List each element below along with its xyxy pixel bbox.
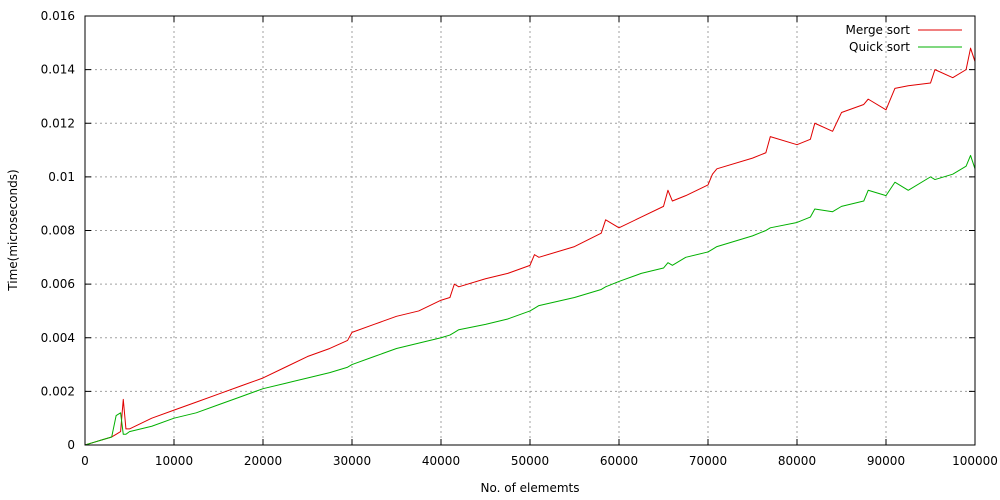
y-tick-label: 0 [67, 438, 75, 452]
x-tick-label: 10000 [155, 454, 193, 468]
legend: Merge sort Quick sort [845, 23, 962, 54]
legend-label-merge-sort: Merge sort [845, 23, 910, 37]
axis-ticks [84, 15, 976, 446]
y-tick-label: 0.01 [48, 170, 75, 184]
x-tick-label: 100000 [952, 454, 998, 468]
grid [85, 16, 975, 445]
y-axis-label: Time(microseconds) [6, 169, 20, 291]
x-tick-labels: 0 10000 20000 30000 40000 50000 60000 70000 8000… [81, 454, 998, 468]
x-tick-label: 30000 [333, 454, 371, 468]
y-tick-label: 0.002 [41, 384, 75, 398]
y-tick-label: 0.008 [41, 224, 75, 238]
x-tick-label: 70000 [689, 454, 727, 468]
x-tick-label: 40000 [422, 454, 460, 468]
y-tick-label: 0.012 [41, 116, 75, 130]
x-axis-label: No. of elememts [481, 481, 580, 495]
y-tick-labels: 0 0.002 0.004 0.006 0.008 0.01 0.012 0.014 0.016 [41, 9, 75, 452]
x-tick-label: 20000 [244, 454, 282, 468]
series-line-merge-sort [84, 47, 976, 446]
x-tick-label: 0 [81, 454, 89, 468]
y-tick-label: 0.004 [41, 331, 75, 345]
legend-label-quick-sort: Quick sort [849, 40, 910, 54]
y-tick-label: 0.006 [41, 277, 75, 291]
y-tick-label: 0.014 [41, 63, 75, 77]
x-tick-label: 60000 [600, 454, 638, 468]
x-tick-label: 50000 [511, 454, 549, 468]
y-tick-label: 0.016 [41, 9, 75, 23]
series-line-quick-sort [84, 154, 976, 446]
x-tick-label: 90000 [867, 454, 905, 468]
series-layer [84, 47, 976, 446]
x-tick-label: 80000 [778, 454, 816, 468]
